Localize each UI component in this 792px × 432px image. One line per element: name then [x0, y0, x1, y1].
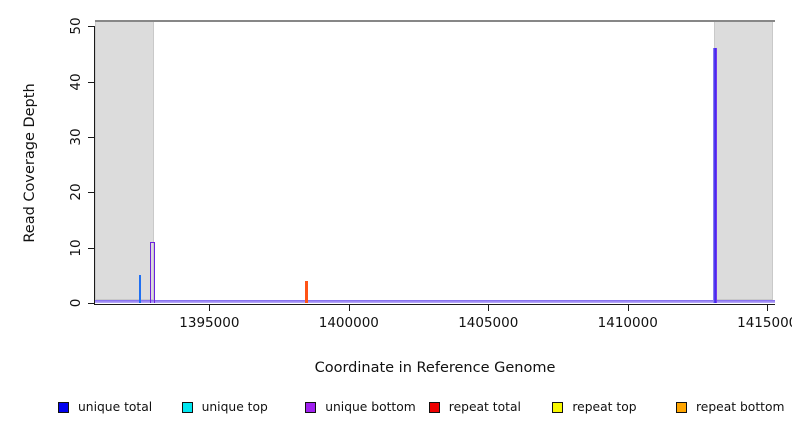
y-axis-line — [94, 26, 95, 304]
y-tick-label: 20 — [68, 183, 84, 201]
legend-swatch — [181, 402, 193, 413]
y-axis-tick — [88, 136, 94, 138]
y-tick-label: 50 — [68, 17, 84, 35]
x-axis-tick — [488, 305, 490, 311]
y-axis-tick — [88, 81, 94, 83]
x-tick-label: 1400000 — [318, 315, 379, 331]
legend-label: unique total — [78, 400, 153, 414]
legend-swatch — [676, 402, 687, 413]
y-axis-title: Read Coverage Depth — [22, 83, 38, 243]
legend-swatch — [305, 402, 317, 413]
x-axis-title: Coordinate in Reference Genome — [314, 360, 556, 376]
y-tick-label: 0 — [68, 298, 84, 308]
legend-label: unique top — [201, 400, 268, 414]
plot-area — [95, 20, 775, 304]
x-axis-line — [94, 304, 775, 305]
right-masked-region — [714, 20, 774, 300]
x-tick-label: 1395000 — [179, 315, 240, 331]
x-tick-label: 1415000 — [737, 315, 792, 331]
legend-swatch — [552, 402, 564, 413]
x-tick-label: 1405000 — [458, 315, 519, 331]
y-axis-tick — [88, 303, 94, 304]
plot-top-rule — [95, 20, 775, 22]
legend-swatch — [428, 402, 440, 413]
coverage-spike — [138, 275, 141, 303]
legend-swatch — [58, 402, 69, 413]
x-axis-tick — [348, 305, 350, 311]
y-tick-label: 10 — [68, 239, 84, 257]
left-masked-region — [95, 20, 155, 300]
legend: unique total unique top unique bottom repea… — [0, 396, 792, 420]
y-axis-tick — [88, 26, 94, 28]
y-axis-tick — [88, 247, 94, 249]
y-axis-tick — [88, 192, 94, 194]
legend-label: repeat total — [448, 400, 521, 414]
y-tick-label: 40 — [68, 73, 84, 91]
y-tick-label: 30 — [68, 128, 84, 146]
coverage-spike — [149, 242, 155, 303]
legend-label: unique bottom — [325, 400, 416, 414]
legend-label: repeat bottom — [696, 400, 785, 414]
legend-label: repeat top — [572, 400, 637, 414]
x-axis-tick — [627, 305, 629, 311]
x-axis-tick — [767, 305, 769, 311]
x-axis-tick — [209, 305, 211, 311]
coverage-spike — [305, 280, 309, 303]
coverage-spike — [713, 48, 718, 303]
x-tick-label: 1410000 — [597, 315, 658, 331]
zero-coverage-baseline — [95, 300, 775, 303]
